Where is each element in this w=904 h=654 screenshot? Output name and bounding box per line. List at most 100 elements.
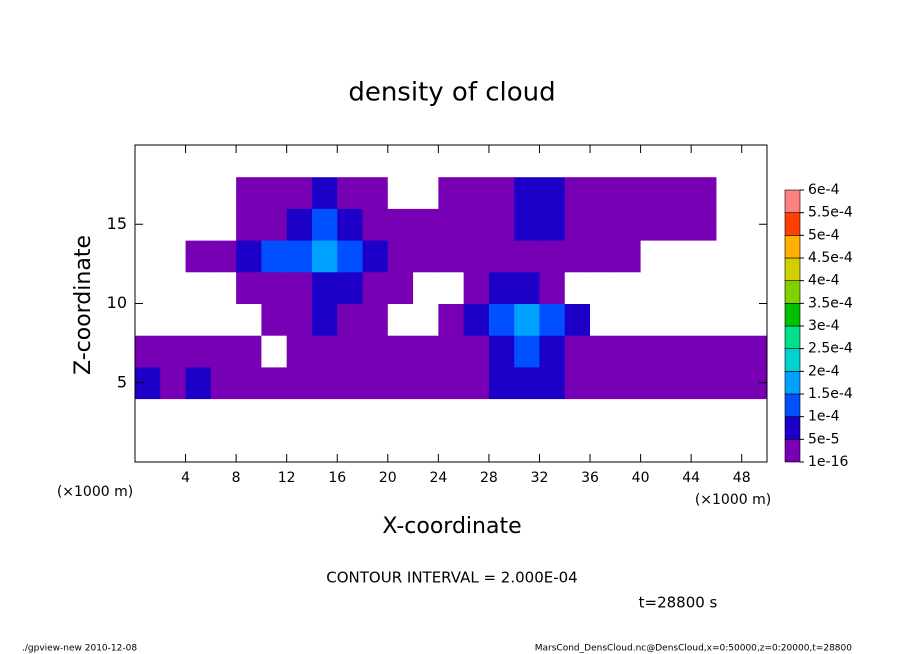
contour-cell: [438, 430, 465, 463]
contour-cell: [413, 335, 439, 368]
colorbar-label: 1e-16: [808, 454, 848, 470]
contour-cell: [564, 176, 591, 209]
contour-cell: [160, 303, 187, 336]
contour-cell: [387, 176, 414, 209]
contour-cell: [236, 303, 262, 336]
contour-cell: [438, 208, 465, 241]
contour-cell: [236, 366, 262, 400]
contour-cell: [691, 303, 717, 336]
contour-cell: [564, 145, 591, 178]
contour-cell: [539, 303, 566, 336]
contour-cell: [185, 366, 212, 400]
contour-cell: [615, 145, 642, 178]
colorbar-box: [784, 303, 801, 327]
contour-cell: [665, 208, 692, 241]
contour-cell: [261, 240, 288, 273]
contour-cell: [438, 176, 465, 209]
x-tick-label: 48: [733, 470, 751, 486]
contour-cell: [135, 240, 161, 273]
x-tick-label: 24: [429, 470, 447, 486]
y-tick-label: 10: [107, 293, 127, 312]
contour-cell: [741, 303, 768, 336]
contour-cell: [488, 366, 515, 400]
x-tick-label: 16: [328, 470, 346, 486]
contour-cell: [564, 430, 591, 463]
contour-cell: [741, 176, 768, 209]
contour-cell: [640, 240, 667, 273]
contour-cell: [564, 271, 591, 304]
contour-cell: [488, 176, 515, 209]
contour-cell: [514, 145, 540, 178]
contour-cell: [615, 176, 642, 209]
contour-cell: [665, 271, 692, 304]
contour-cell: [387, 271, 414, 304]
contour-cell: [261, 145, 288, 178]
contour-cell: [514, 335, 540, 368]
contour-cell: [640, 303, 667, 336]
time-label: t=28800 s: [639, 594, 718, 612]
contour-cell: [311, 366, 338, 400]
contour-cell: [463, 145, 490, 178]
contour-cell: [590, 398, 616, 431]
contour-cell: [387, 366, 414, 400]
contour-cell: [261, 398, 288, 431]
contour-cell: [488, 145, 515, 178]
contour-cell: [236, 240, 262, 273]
contour-cell: [615, 208, 642, 241]
contour-cell: [160, 208, 187, 241]
contour-cell: [463, 366, 490, 400]
colorbar-box: [784, 416, 801, 440]
contour-cell: [311, 208, 338, 241]
x-tick-label: 32: [531, 470, 549, 486]
contour-cell: [716, 240, 743, 273]
contour-cell: [665, 145, 692, 178]
contour-cell: [160, 366, 187, 400]
contour-cell: [311, 240, 338, 273]
contour-cell: [160, 335, 187, 368]
contour-cell: [135, 335, 161, 368]
contour-cell: [236, 430, 262, 463]
contour-cell: [463, 398, 490, 431]
contour-cell: [590, 176, 616, 209]
contour-cell: [413, 145, 439, 178]
contour-cell: [337, 335, 364, 368]
contour-cell: [514, 271, 540, 304]
colorbar-label: 5e-4: [808, 227, 840, 243]
chart-title: density of cloud: [348, 78, 555, 108]
contour-cell: [716, 208, 743, 241]
colorbar-box: [784, 189, 801, 213]
contour-cell: [514, 398, 540, 431]
colorbar-label: 1.5e-4: [808, 386, 853, 402]
contour-cell: [640, 366, 667, 400]
colorbar-label: 3.5e-4: [808, 295, 853, 311]
contour-cell: [488, 303, 515, 336]
contour-cell: [488, 430, 515, 463]
colorbar-box: [784, 371, 801, 395]
contour-cell: [691, 240, 717, 273]
contour-cell: [286, 208, 313, 241]
contour-cell: [665, 303, 692, 336]
colorbar-label: 2e-4: [808, 363, 840, 379]
contour-cell: [539, 335, 566, 368]
footer-right: MarsCond_DensCloud.nc@DensCloud,x=0:5000…: [535, 644, 852, 654]
contour-cell: [362, 430, 389, 463]
contour-cell: [135, 430, 161, 463]
contour-cell: [185, 176, 212, 209]
contour-cell: [210, 208, 237, 241]
contour-cell: [135, 271, 161, 304]
contour-cell: [463, 335, 490, 368]
contour-cell: [210, 303, 237, 336]
contour-note: CONTOUR INTERVAL = 2.000E-04: [326, 569, 577, 587]
contour-cell: [160, 271, 187, 304]
contour-cell: [564, 303, 591, 336]
contour-cell: [539, 176, 566, 209]
contour-cell: [362, 366, 389, 400]
contour-cell: [741, 145, 768, 178]
x-tick-label: 12: [278, 470, 296, 486]
contour-cell: [135, 176, 161, 209]
contour-cell: [413, 176, 439, 209]
contour-cell: [413, 398, 439, 431]
colorbar-label: 3e-4: [808, 318, 840, 334]
contour-cell: [185, 398, 212, 431]
y-axis-label: Z-coordinate: [71, 235, 96, 375]
